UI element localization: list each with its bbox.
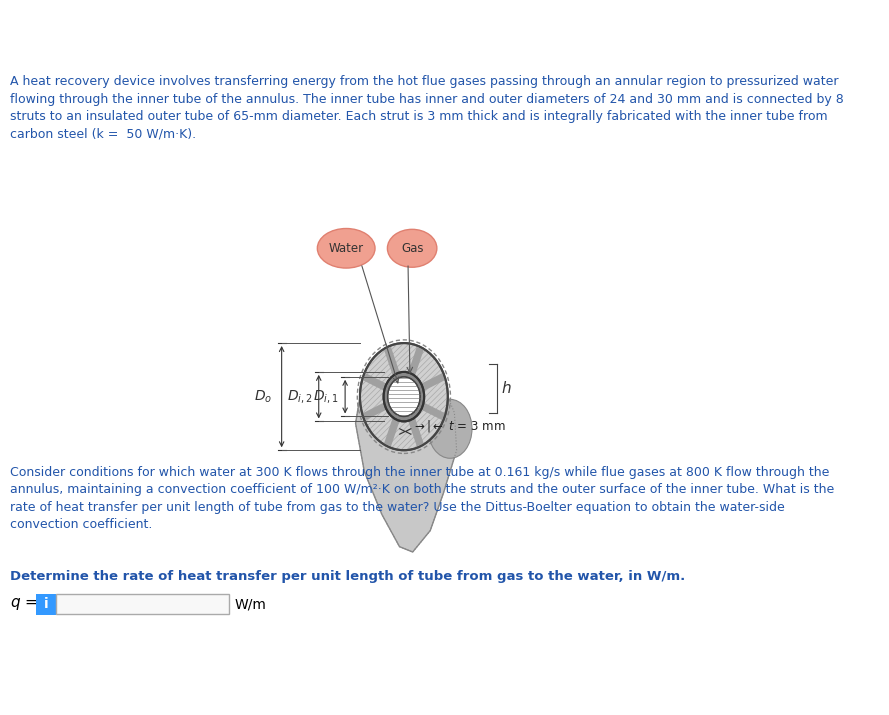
Text: $D_{i,1}$: $D_{i,1}$	[313, 388, 339, 405]
Text: Water: Water	[329, 242, 364, 255]
Text: i: i	[44, 597, 49, 611]
Text: A heat recovery device involves transferring energy from the hot flue gases pass: A heat recovery device involves transfer…	[10, 75, 844, 141]
Ellipse shape	[384, 372, 424, 421]
FancyBboxPatch shape	[56, 594, 229, 614]
Text: $D_o$: $D_o$	[253, 388, 272, 405]
Ellipse shape	[388, 230, 436, 267]
Text: W/m: W/m	[235, 597, 267, 611]
Ellipse shape	[317, 229, 375, 268]
Polygon shape	[356, 397, 457, 552]
Ellipse shape	[360, 343, 448, 450]
Text: Determine the rate of heat transfer per unit length of tube from gas to the wate: Determine the rate of heat transfer per …	[10, 570, 685, 583]
Ellipse shape	[388, 377, 420, 416]
FancyBboxPatch shape	[36, 593, 56, 615]
Text: $h$: $h$	[501, 380, 512, 396]
Ellipse shape	[428, 400, 472, 458]
Text: Gas: Gas	[401, 242, 423, 255]
Ellipse shape	[384, 372, 424, 421]
Text: $q$ =: $q$ =	[10, 596, 37, 612]
Text: $\rightarrow|\leftarrow$ $t$ = 3 mm: $\rightarrow|\leftarrow$ $t$ = 3 mm	[412, 418, 506, 434]
Text: $D_{i,2}$: $D_{i,2}$	[286, 388, 312, 405]
Text: Consider conditions for which water at 300 K flows through the inner tube at 0.1: Consider conditions for which water at 3…	[10, 466, 834, 531]
